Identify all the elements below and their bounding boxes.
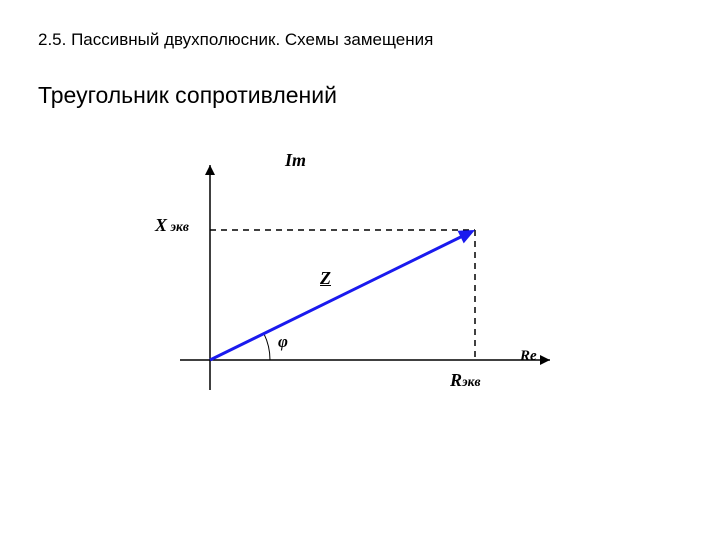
label-r-ekv-sub: экв bbox=[462, 374, 480, 389]
label-z: Z bbox=[320, 268, 331, 289]
label-x-ekv-base: X bbox=[155, 215, 167, 235]
label-r-ekv-base: R bbox=[450, 370, 462, 390]
label-r-ekv: Rэкв bbox=[450, 370, 481, 391]
section-heading: 2.5. Пассивный двухполюсник. Схемы замещ… bbox=[38, 30, 433, 50]
label-re-axis: Re bbox=[520, 348, 537, 365]
label-im-axis: Im bbox=[285, 150, 306, 171]
label-phi: φ bbox=[278, 332, 288, 352]
diagram-title: Треугольник сопротивлений bbox=[38, 82, 337, 109]
label-x-ekv-sub: экв bbox=[167, 219, 189, 234]
diagram-svg bbox=[150, 150, 570, 410]
label-x-ekv: X экв bbox=[155, 215, 189, 236]
impedance-triangle-diagram: Im Re X экв Rэкв Z φ bbox=[150, 150, 570, 410]
